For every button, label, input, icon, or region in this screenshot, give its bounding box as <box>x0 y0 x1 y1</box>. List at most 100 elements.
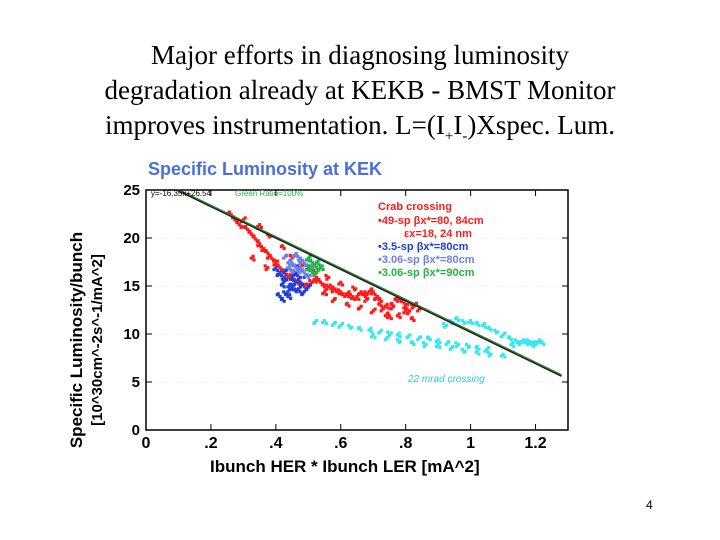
scatter-point <box>318 280 322 284</box>
scatter-point <box>288 273 292 278</box>
scatter-point <box>259 225 264 229</box>
scatter-point <box>501 352 505 356</box>
scatter-point <box>359 304 363 308</box>
scatter-point <box>304 273 309 277</box>
scatter-point <box>533 342 538 347</box>
scatter-point <box>324 292 328 297</box>
scatter-point <box>282 280 286 284</box>
scatter-point <box>335 290 339 294</box>
x-tick-label: 1.2 <box>524 435 546 452</box>
scatter-point <box>444 323 449 327</box>
scatter-point <box>507 336 511 340</box>
scatter-point <box>494 331 499 335</box>
scatter-point <box>296 264 300 268</box>
scatter-point <box>298 256 302 260</box>
scatter-point <box>278 294 282 299</box>
scatter-point <box>474 350 478 354</box>
scatter-point <box>369 292 374 296</box>
scatter-point <box>377 302 381 306</box>
scatter-point <box>312 264 316 268</box>
scatter-point <box>298 261 302 265</box>
scatter-point <box>373 292 377 297</box>
scatter-point <box>348 326 353 330</box>
scatter-point <box>402 311 406 315</box>
scatter-point <box>347 294 351 299</box>
scatter-point <box>340 293 344 297</box>
scatter-point <box>371 309 375 313</box>
scatter-point <box>425 336 430 340</box>
scatter-point <box>436 338 440 342</box>
scatter-point <box>339 290 343 294</box>
scatter-point <box>235 220 239 225</box>
scatter-point <box>485 347 489 351</box>
scatter-point <box>446 341 450 345</box>
data-points <box>227 210 546 359</box>
title-line-1: Major efforts in diagnosing luminosity <box>151 40 569 70</box>
scatter-point <box>315 271 319 275</box>
scatter-point <box>322 319 327 323</box>
legend-heading: Crab crossing <box>378 201 452 213</box>
scatter-point <box>308 269 312 273</box>
scatter-point <box>291 273 296 277</box>
scatter-point <box>316 268 320 273</box>
scatter-point <box>349 296 354 300</box>
scatter-point <box>469 319 473 323</box>
scatter-point <box>288 268 292 272</box>
scatter-point <box>310 270 315 275</box>
scatter-point <box>288 287 292 291</box>
scatter-point <box>324 288 328 292</box>
scatter-point <box>262 246 266 251</box>
scatter-point <box>306 256 310 260</box>
scatter-point <box>256 244 260 248</box>
scatter-point <box>370 330 374 334</box>
scatter-point <box>298 280 302 284</box>
scatter-point <box>306 266 310 270</box>
scatter-point <box>511 341 515 345</box>
scatter-point <box>539 341 543 345</box>
scatter-point <box>387 314 392 318</box>
scatter-point <box>523 341 527 345</box>
scatter-point <box>266 251 270 255</box>
scatter-point <box>294 280 298 284</box>
title-subscript-plus: + <box>444 128 454 145</box>
y-tick-label: 25 <box>123 182 140 199</box>
scatter-point <box>290 256 294 260</box>
y-tick-label: 10 <box>123 326 140 343</box>
scatter-point <box>477 352 481 356</box>
scatter-point <box>521 338 526 342</box>
scatter-point <box>387 333 392 337</box>
scatter-point <box>258 223 262 227</box>
scatter-point <box>527 340 531 345</box>
scatter-point <box>320 264 324 268</box>
scatter-point <box>306 275 310 279</box>
scatter-point <box>397 331 401 335</box>
scatter-point <box>308 259 312 263</box>
scatter-point <box>339 280 343 284</box>
scatter-point <box>377 331 381 335</box>
scatter-point <box>275 264 279 268</box>
scatter-point <box>389 307 393 311</box>
scatter-point <box>356 292 361 297</box>
scatter-point <box>249 256 253 260</box>
scatter-point <box>385 336 389 340</box>
scatter-point <box>417 307 422 311</box>
scatter-point <box>474 345 478 350</box>
scatter-point <box>253 237 258 241</box>
scatter-point <box>455 344 459 348</box>
scatter-point <box>267 235 271 239</box>
scatter-point <box>369 311 374 315</box>
scatter-point <box>340 283 345 287</box>
scatter-point <box>239 225 243 229</box>
scatter-point <box>337 325 341 329</box>
x-tick-label: .2 <box>204 435 217 452</box>
scatter-point <box>325 277 329 281</box>
scatter-point <box>283 292 288 297</box>
scatter-point <box>405 312 410 316</box>
y-tick-label: 15 <box>123 278 140 295</box>
scatter-point <box>290 261 294 265</box>
scatter-point <box>324 321 328 325</box>
scatter-point <box>532 344 536 348</box>
scatter-point <box>477 323 481 327</box>
scatter-point <box>396 299 400 303</box>
scatter-point <box>276 259 280 263</box>
